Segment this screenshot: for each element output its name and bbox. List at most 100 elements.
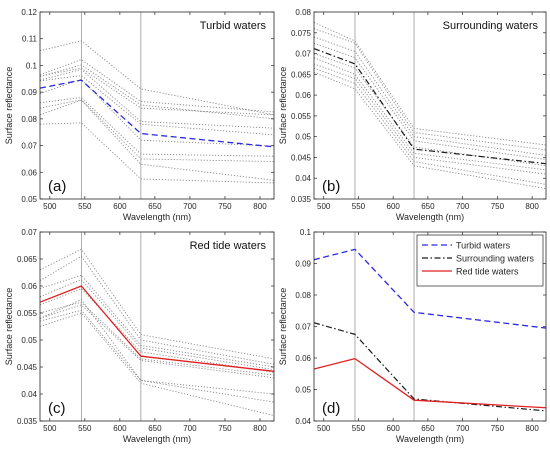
x-tick-label: 600 [387, 424, 401, 433]
y-tick-label: 0.06 [21, 168, 37, 177]
series-line-8 [40, 99, 274, 163]
x-tick-label: 700 [183, 424, 197, 433]
y-tick-label: 0.035 [17, 417, 38, 426]
series-line-9 [40, 99, 274, 181]
series-line-6 [40, 301, 274, 376]
x-tick-label: 500 [43, 424, 57, 433]
y-tick-label: 0.07 [21, 142, 37, 151]
x-tick-label: 800 [525, 424, 539, 433]
y-tick-label: 0.035 [291, 195, 312, 204]
panel-d: 500 550 600 650 700 750 800 0.04 0.05 0.06 0.07 0.0… [278, 228, 547, 444]
legend-label: Turbid waters [456, 241, 511, 251]
y-tick-label: 0.12 [21, 8, 37, 17]
panel-annotation: Red tide waters [190, 240, 267, 252]
x-tick-label: 800 [253, 424, 267, 433]
series-line-11 [40, 285, 274, 372]
series-red-tide-waters [314, 357, 546, 409]
series-line-1 [314, 21, 546, 146]
series-line-9 [40, 312, 274, 417]
series-line-4 [314, 42, 546, 160]
x-tick-label: 800 [525, 202, 539, 211]
series-line-6 [314, 57, 546, 171]
series-line-1 [40, 40, 274, 116]
x-tick-label: 550 [78, 202, 92, 211]
plot-area [314, 12, 546, 199]
axes-frame [39, 11, 275, 200]
x-tick-label: 700 [456, 424, 470, 433]
series-line-3 [40, 64, 274, 120]
y-tick-label: 0.09 [21, 88, 37, 97]
x-axis-label: Wavelength (nm) [123, 212, 191, 222]
series-line-12 [40, 79, 274, 148]
x-tick-label: 550 [352, 424, 366, 433]
y-tick-label: 0.07 [295, 50, 311, 59]
panel-label: (c) [48, 400, 66, 417]
x-tick-label: 750 [491, 424, 505, 433]
series-line-2 [314, 28, 546, 151]
y-tick-label: 0.045 [291, 153, 312, 162]
y-axis-label: Surface reflectance [278, 288, 288, 366]
y-tick-label: 0.055 [17, 309, 38, 318]
axes-frame [313, 11, 547, 200]
x-tick-label: 500 [43, 202, 57, 211]
series-group [40, 248, 274, 417]
series-line-7 [314, 63, 546, 175]
y-tick-label: 0.065 [17, 255, 38, 264]
series-line-4 [40, 279, 274, 371]
y-tick-label: 0.04 [21, 390, 37, 399]
series-line-5 [314, 53, 546, 167]
x-tick-label: 700 [183, 202, 197, 211]
panel-b: 500 550 600 650 700 750 800 0.035 0.04 0.045 0.05 0… [278, 8, 547, 222]
y-tick-label: 0.09 [295, 260, 311, 269]
y-tick-label: 0.06 [21, 282, 37, 291]
plot-area [40, 232, 274, 421]
x-tick-label: 500 [317, 424, 331, 433]
x-tick-label: 650 [148, 424, 162, 433]
y-axis-label: Surface reflectance [4, 288, 14, 366]
series-group [314, 21, 546, 190]
panel-annotation: Surrounding waters [443, 20, 539, 32]
x-tick-label: 650 [421, 424, 435, 433]
x-tick-label: 650 [148, 202, 162, 211]
x-axis-label: Wavelength (nm) [123, 434, 191, 444]
y-tick-label: 0.07 [21, 228, 37, 237]
y-tick-label: 0.065 [291, 70, 312, 79]
panel-a: 500 550 600 650 700 750 800 0.05 0.06 0.07 0.08 0.0… [4, 8, 275, 222]
legend: Turbid waters Surrounding waters Red tide … [416, 234, 544, 287]
y-tick-label: 0.075 [291, 29, 312, 38]
series-line-2 [40, 255, 274, 365]
y-tick-label: 0.04 [295, 417, 311, 426]
x-tick-label: 550 [78, 424, 92, 433]
series-line-6 [40, 78, 274, 147]
legend-label: Surrounding waters [456, 254, 535, 264]
y-tick-label: 0.06 [295, 354, 311, 363]
x-tick-label: 550 [352, 202, 366, 211]
x-tick-label: 750 [218, 202, 232, 211]
y-tick-label: 0.05 [295, 386, 311, 395]
x-tick-label: 700 [456, 202, 470, 211]
y-tick-label: 0.05 [21, 195, 37, 204]
series-line-3 [40, 274, 274, 368]
x-tick-label: 750 [218, 424, 232, 433]
series-line-9 [314, 71, 546, 190]
panel-c: 500 550 600 650 700 750 800 0.035 0.04 0.045 0.05 0… [4, 228, 275, 444]
x-tick-label: 600 [387, 202, 401, 211]
series-group [40, 40, 274, 184]
y-tick-label: 0.11 [22, 35, 38, 44]
y-tick-label: 0.06 [295, 91, 311, 100]
plot-area [40, 12, 274, 199]
y-tick-label: 0.05 [21, 336, 37, 345]
series-line-4 [40, 68, 274, 129]
x-tick-label: 800 [253, 202, 267, 211]
y-tick-label: 0.04 [295, 174, 311, 183]
x-axis-label: Wavelength (nm) [396, 434, 464, 444]
y-axis-label: Surface reflectance [4, 67, 14, 145]
panel-label: (b) [322, 178, 340, 195]
y-tick-label: 0.08 [295, 8, 311, 17]
series-line-8 [314, 67, 546, 185]
legend-box [416, 234, 544, 287]
x-axis-label: Wavelength (nm) [396, 212, 464, 222]
x-tick-label: 750 [491, 202, 505, 211]
y-tick-label: 0.055 [291, 112, 312, 121]
